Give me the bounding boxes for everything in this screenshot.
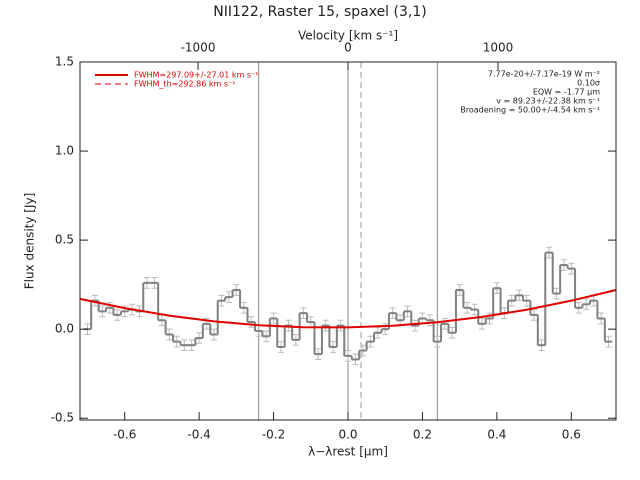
error-cap: [270, 312, 277, 325]
error-cap: [129, 303, 136, 316]
error-cap: [151, 277, 158, 289]
error-cap: [345, 350, 351, 362]
x-tick-label: -0.6: [113, 428, 136, 442]
annotation: 7.77e-20+/-7.17e-19 W m⁻²: [488, 70, 600, 79]
error-cap: [225, 291, 232, 303]
error-cap: [99, 305, 106, 318]
error-cap: [144, 277, 150, 289]
error-cap: [166, 328, 173, 341]
y-tick-label: 1.0: [55, 144, 74, 158]
error-cap: [278, 341, 284, 353]
annotation: EQW = -1.77 μm: [533, 88, 600, 97]
error-cap: [456, 284, 463, 296]
error-cap: [196, 332, 203, 344]
x2-tick-label: 1000: [483, 41, 514, 55]
error-cap: [300, 307, 307, 319]
legend-label: FWHM=297.09+/-27.01 km s⁻¹: [134, 71, 258, 80]
error-cap: [367, 335, 374, 348]
y-tick-label: 1.5: [55, 55, 74, 69]
x-tick-label: 0.4: [487, 428, 506, 442]
error-cap: [464, 301, 471, 314]
error-cap: [322, 319, 329, 332]
error-cap: [248, 316, 255, 328]
y-tick-label: 0.0: [55, 322, 74, 336]
error-cap: [188, 339, 195, 352]
error-cap: [516, 289, 523, 302]
error-cap: [546, 246, 552, 259]
error-cap: [553, 287, 560, 300]
x-tick-label: 0.2: [413, 428, 432, 442]
error-cap: [434, 335, 441, 348]
error-cap: [292, 334, 299, 346]
x-tick-label: -0.2: [262, 428, 285, 442]
error-cap: [136, 305, 143, 318]
error-cap: [181, 339, 188, 352]
error-cap: [449, 326, 456, 339]
error-cap: [486, 312, 493, 325]
step-connector: [90, 252, 606, 360]
legend-label: FWHM_th=292.86 km s⁻¹: [134, 80, 235, 89]
error-cap: [598, 312, 605, 325]
annotation: Broadening = 50.00+/-4.54 km s⁻¹: [460, 106, 600, 115]
y-tick-label: 0.5: [55, 233, 74, 247]
error-cap: [218, 294, 225, 307]
error-cap: [441, 317, 448, 330]
error-cap: [91, 294, 98, 307]
annotation: 0.10σ: [577, 79, 600, 88]
x2-tick-label: 0: [344, 41, 352, 55]
error-cap: [538, 339, 545, 352]
error-cap: [523, 294, 530, 307]
error-cap: [173, 335, 180, 348]
error-cap: [501, 307, 508, 319]
error-cap: [575, 301, 582, 314]
error-cap: [583, 298, 590, 311]
x-tick-label: 0.0: [338, 428, 357, 442]
error-cap: [493, 282, 500, 295]
error-cap: [211, 328, 217, 341]
error-cap: [337, 319, 344, 332]
x-tick-label: 0.6: [562, 428, 581, 442]
error-cap: [426, 314, 433, 327]
error-cap: [233, 284, 240, 296]
error-cap: [471, 303, 478, 316]
error-cap: [330, 341, 337, 353]
error-cap: [263, 330, 270, 343]
y-axis-label: Flux density [Jy]: [23, 193, 37, 290]
error-cap: [352, 353, 359, 366]
error-cap: [203, 317, 210, 330]
x-tick-label: -0.4: [187, 428, 210, 442]
y-tick-label: -0.5: [51, 411, 74, 425]
x2-axis-label: Velocity [km s⁻¹]: [298, 29, 398, 43]
error-cap: [560, 259, 567, 271]
error-cap: [121, 305, 128, 318]
error-cap: [285, 319, 292, 332]
error-cap: [479, 317, 485, 330]
error-cap: [412, 319, 418, 332]
error-cap: [568, 262, 575, 275]
error-cap: [240, 301, 247, 314]
x-axis-label: λ−λrest [μm]: [308, 445, 388, 459]
error-cap: [404, 305, 411, 318]
error-cap: [315, 348, 322, 360]
error-cap: [382, 323, 389, 336]
error-cap: [114, 309, 121, 321]
chart-title: NII122, Raster 15, spaxel (3,1): [213, 4, 426, 20]
error-cap: [106, 301, 113, 314]
error-cap: [508, 294, 515, 307]
x2-tick-label: -1000: [181, 41, 216, 55]
error-cap: [389, 307, 396, 319]
fit-line: [79, 289, 617, 329]
error-cap: [84, 323, 91, 336]
error-cap: [605, 335, 612, 348]
annotation: v = 89.23+/-22.38 km s⁻¹: [496, 97, 600, 106]
error-cap: [359, 344, 366, 357]
